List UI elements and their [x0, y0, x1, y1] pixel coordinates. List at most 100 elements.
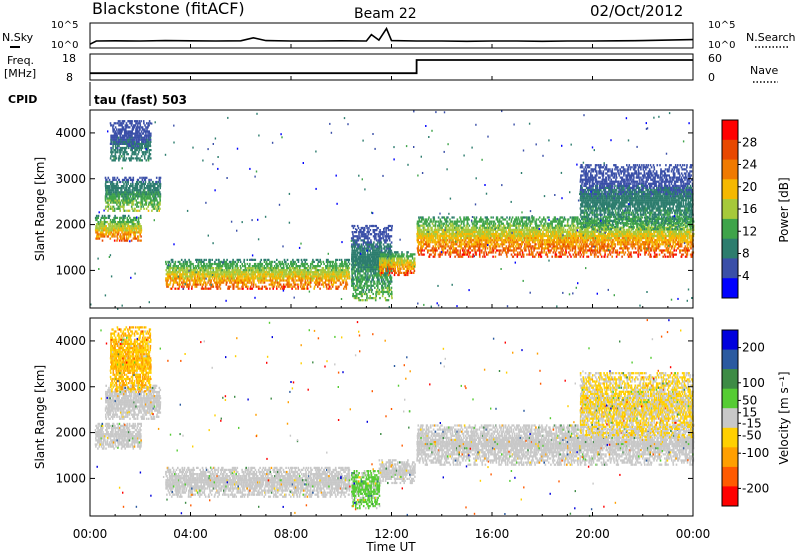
range-gate-cell: [330, 260, 332, 263]
range-gate-cell: [361, 268, 363, 271]
range-gate-cell: [375, 224, 377, 228]
range-gate-cell: [304, 277, 306, 280]
range-gate-cell: [150, 132, 152, 135]
range-gate-cell: [287, 275, 290, 278]
noise-line: [89, 26, 694, 45]
range-gate-cell: [193, 283, 195, 286]
range-gate-cell: [376, 288, 378, 291]
range-gate-cell: [329, 273, 331, 276]
range-gate-cell: [133, 237, 136, 240]
range-gate-cell: [352, 264, 355, 267]
range-gate-cell: [131, 227, 133, 230]
range-gate-cell: [420, 224, 422, 227]
range-gate-cell: [474, 249, 476, 252]
range-gate-cell: [368, 257, 370, 261]
range-gate-cell: [366, 231, 368, 234]
range-gate-cell: [125, 180, 127, 184]
range-gate-cell: [139, 132, 142, 135]
range-gate-cell: [332, 279, 335, 282]
range-gate-cell: [312, 279, 314, 282]
range-gate-cell: [351, 255, 353, 258]
range-gate-cell: [142, 189, 145, 192]
range-gate-cell: [205, 267, 207, 270]
range-gate-cell: [459, 226, 461, 229]
range-gate-cell: [450, 241, 453, 244]
range-gate-cell: [452, 224, 455, 227]
range-gate-cell: [117, 229, 120, 232]
range-gate-cell: [338, 275, 340, 278]
range-gate-cell: [445, 243, 448, 246]
range-gate-cell: [352, 224, 354, 228]
range-gate-cell: [380, 276, 383, 279]
range-gate-cell: [166, 273, 169, 276]
range-gate-cell: [368, 270, 370, 273]
range-gate-cell: [226, 277, 228, 280]
range-gate-cell: [137, 182, 140, 186]
range-gate-cell: [451, 228, 454, 231]
range-gate-cell: [245, 271, 248, 274]
range-gate-cell: [365, 233, 367, 236]
range-gate-cell: [426, 228, 429, 231]
range-gate-cell: [312, 275, 315, 278]
range-gate-cell: [233, 279, 235, 282]
range-gate-cell: [218, 283, 221, 286]
range-gate-cell: [228, 275, 231, 278]
range-gate-cell: [395, 257, 398, 260]
range-gate-cell: [382, 288, 385, 291]
range-gate-cell: [427, 249, 430, 252]
range-gate-cell: [418, 237, 421, 240]
range-gate-cell: [365, 235, 368, 238]
range-gate-cell: [345, 285, 348, 288]
range-gate-cell: [225, 273, 227, 276]
range-gate-cell: [364, 272, 367, 275]
range-gate-cell: [133, 153, 136, 156]
range-gate-cell: [97, 216, 99, 219]
range-gate-cell: [279, 277, 281, 280]
range-gate-cell: [377, 286, 379, 289]
range-gate-cell: [132, 185, 134, 188]
range-gate-cell: [116, 151, 118, 154]
range-gate-cell: [396, 263, 399, 266]
range-gate-cell: [123, 205, 125, 208]
range-gate-cell: [212, 262, 214, 266]
range-gate-cell: [471, 249, 474, 252]
range-gate-cell: [452, 228, 455, 231]
range-gate-cell: [418, 216, 420, 219]
range-gate-cell: [226, 269, 228, 272]
range-gate-cell: [398, 273, 400, 277]
range-gate-cell: [228, 269, 231, 272]
range-gate-cell: [117, 227, 120, 230]
range-gate-cell: [418, 241, 420, 244]
range-gate-cell: [147, 157, 149, 160]
range-gate-cell: [466, 249, 468, 252]
range-gate-cell: [260, 258, 262, 261]
range-gate-cell: [430, 234, 432, 238]
range-gate-cell: [363, 268, 365, 271]
range-gate-cell: [328, 279, 330, 282]
range-gate-cell: [380, 251, 382, 254]
range-gate-cell: [177, 260, 180, 263]
range-gate-cell: [368, 268, 370, 271]
range-gate-cell: [221, 260, 223, 263]
range-gate-cell: [136, 149, 138, 152]
range-gate-cell: [158, 193, 160, 196]
range-gate-cell: [127, 182, 129, 186]
range-gate-cell: [373, 235, 376, 238]
range-gate-cell: [369, 233, 372, 236]
range-gate-cell: [334, 267, 337, 270]
range-gate-cell: [382, 282, 384, 285]
range-gate-cell: [387, 278, 389, 281]
range-gate-cell: [375, 245, 377, 248]
range-gate-cell: [342, 273, 344, 276]
range-gate-cell: [136, 122, 138, 125]
range-gate-cell: [356, 235, 359, 238]
range-gate-cell: [96, 233, 99, 236]
range-gate-cell: [341, 279, 344, 282]
range-gate-cell: [112, 205, 115, 208]
range-gate-cell: [457, 226, 459, 229]
range-gate-cell: [140, 227, 143, 230]
range-gate-cell: [386, 274, 388, 277]
range-gate-cell: [286, 281, 289, 284]
range-gate-cell: [117, 187, 119, 190]
range-gate-cell: [354, 241, 357, 244]
